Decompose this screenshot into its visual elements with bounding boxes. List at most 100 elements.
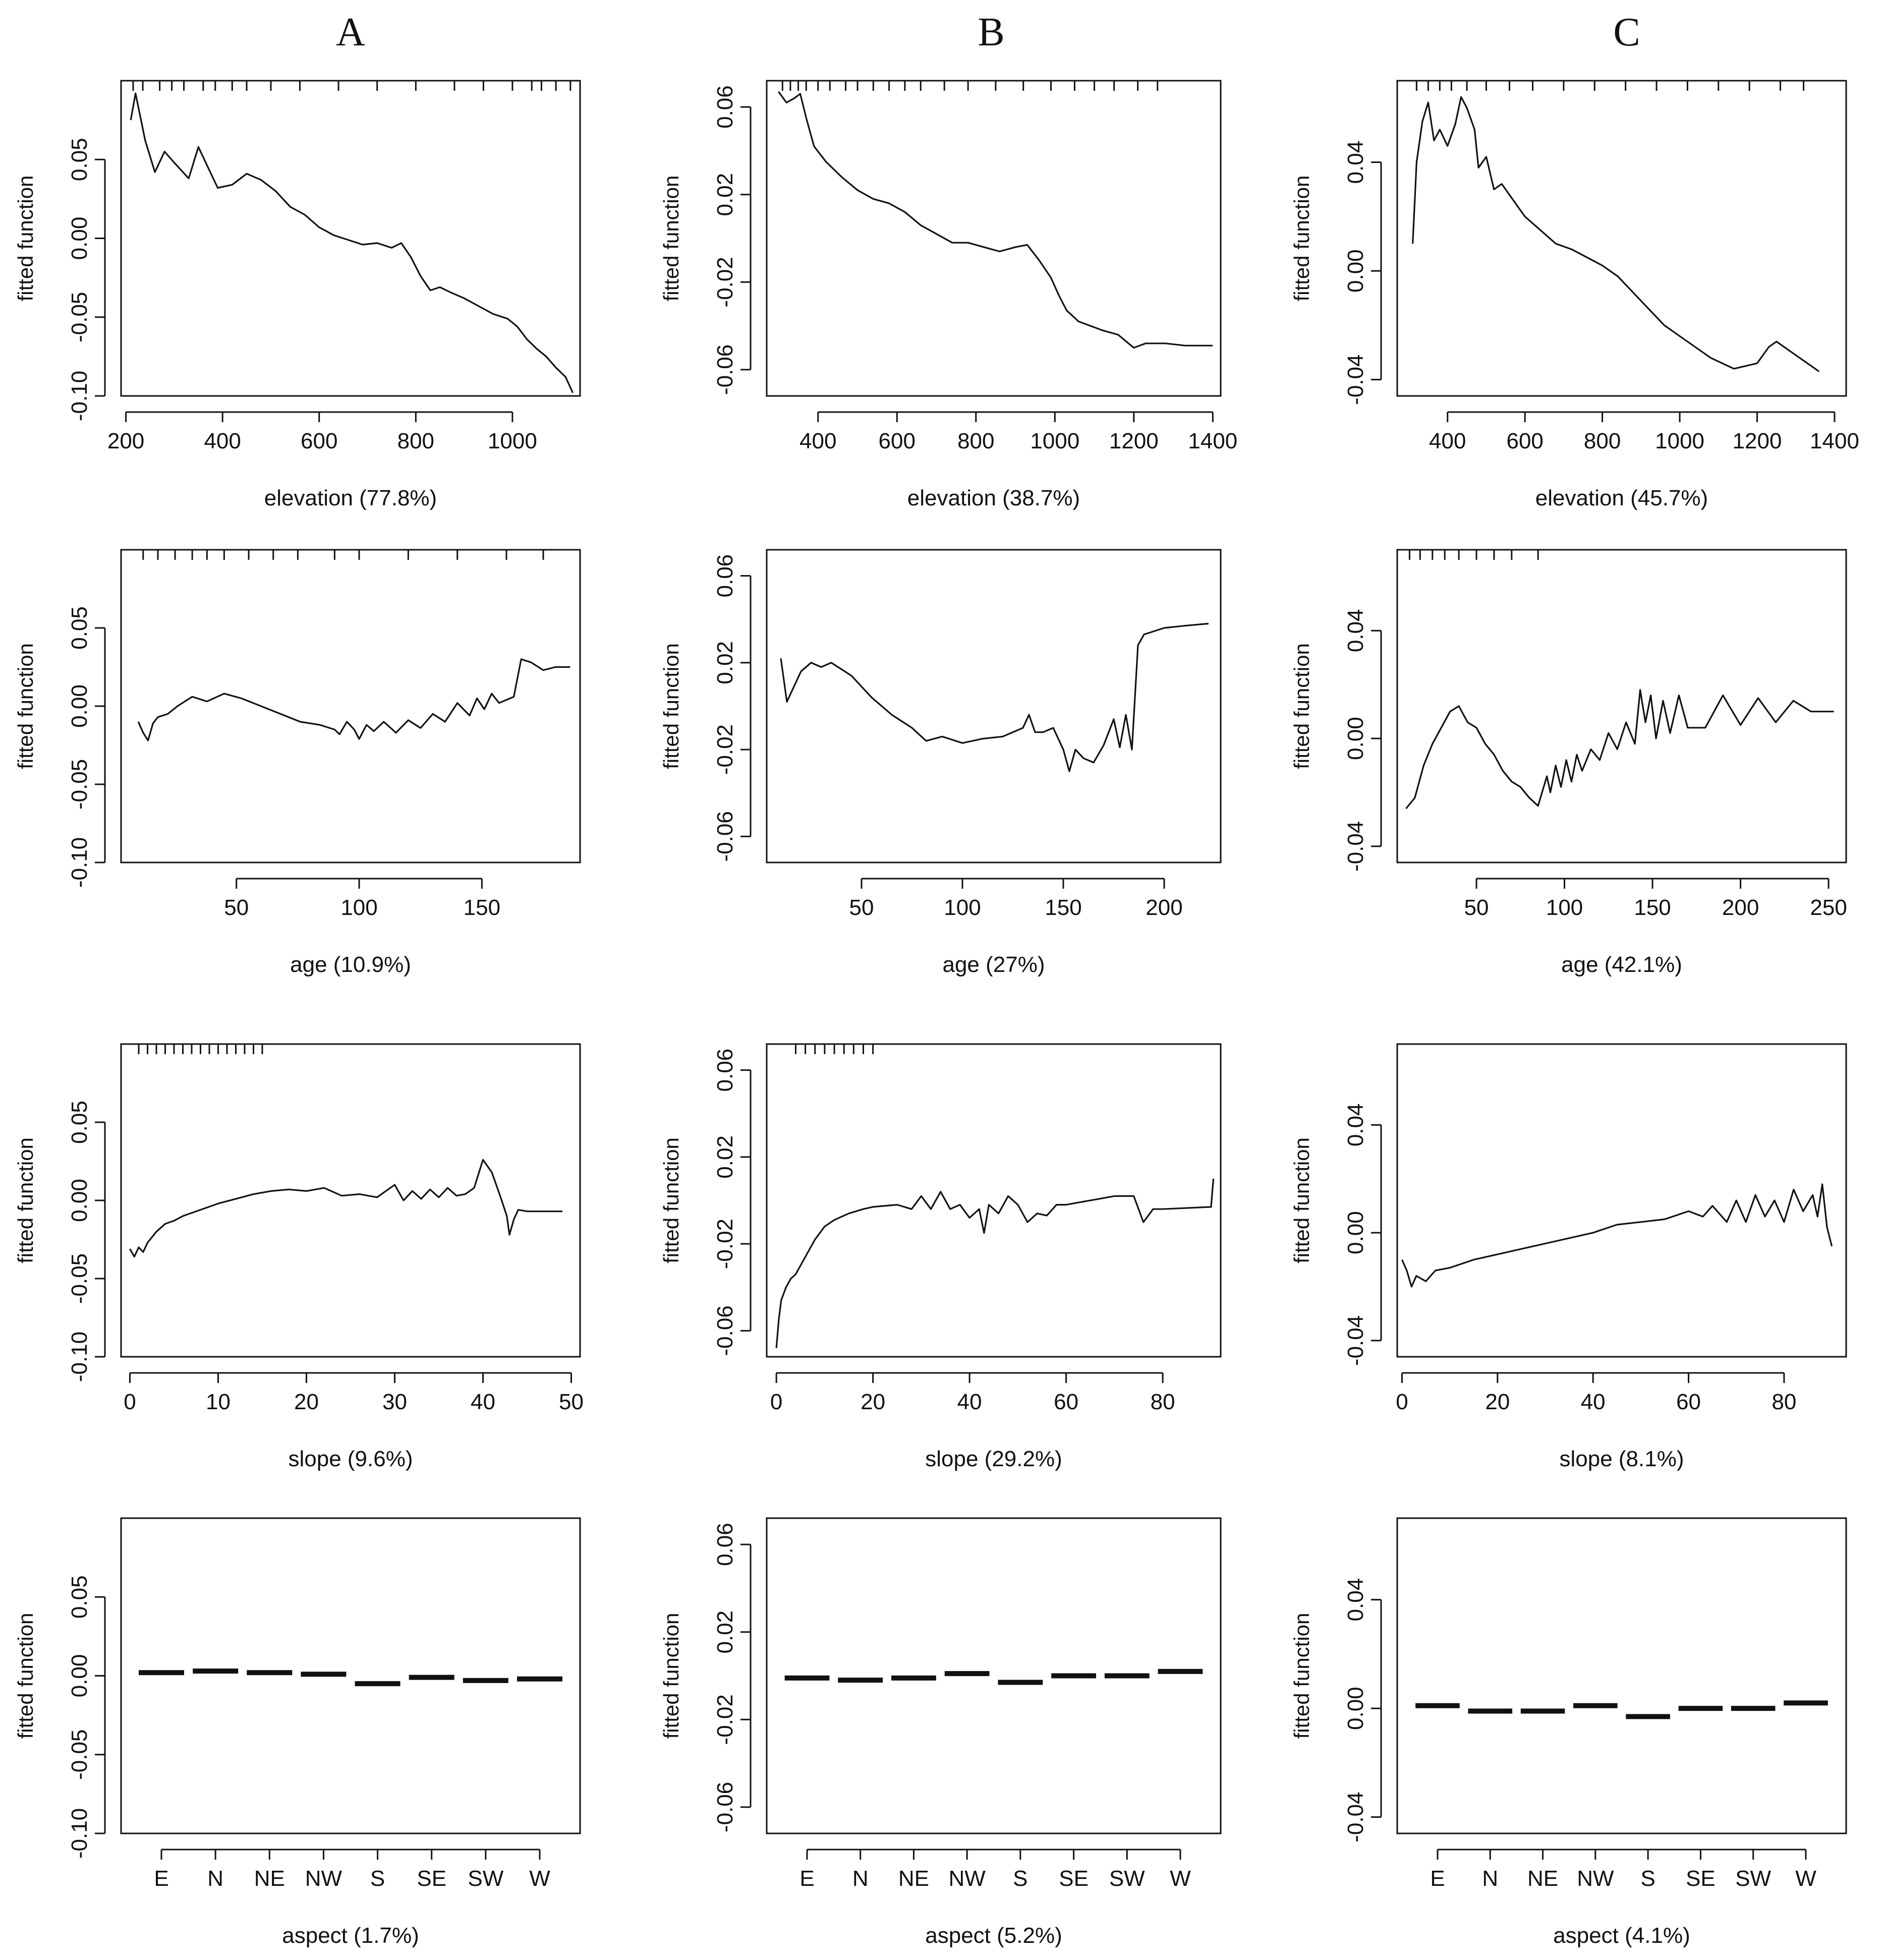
y-tick-label: -0.04 xyxy=(1343,1792,1368,1842)
x-tick-label-e: E xyxy=(1430,1866,1445,1891)
panel-a-age: -0.10 -0.05 0.00 0.05 fitted function 50 100 15… xyxy=(14,549,581,977)
x-tick-label: 100 xyxy=(944,895,981,920)
y-axis-label: fitted function xyxy=(14,643,37,769)
y-tick-label: -0.10 xyxy=(67,1332,92,1382)
y-tick-label: 0.00 xyxy=(1343,1211,1368,1254)
panel-b-elevation: -0.06 -0.02 0.02 0.06 fitted function 400 600 8… xyxy=(659,80,1237,510)
x-tick-label-s: S xyxy=(1013,1866,1027,1891)
x-tick-label-w: W xyxy=(529,1866,550,1891)
x-tick-label: 800 xyxy=(957,429,994,453)
x-tick-label: 600 xyxy=(879,429,916,453)
panel-c-elevation: -0.04 0.00 0.04 fitted function 400 600 800 100… xyxy=(1290,80,1859,510)
y-tick-label: -0.04 xyxy=(1343,1315,1368,1366)
y-tick-label: 0.06 xyxy=(713,1523,737,1566)
x-tick-label: 0 xyxy=(124,1390,136,1414)
plot-frame xyxy=(766,1043,1222,1358)
y-tick-label: 0.00 xyxy=(67,217,92,260)
x-tick-label: 40 xyxy=(1581,1390,1606,1414)
panel-a-slope: -0.10 -0.05 0.00 0.05 fitted function 0 10 20 30… xyxy=(14,1043,584,1471)
x-tick-label: 400 xyxy=(799,429,836,453)
x-tick-label-sw: SW xyxy=(468,1866,503,1891)
fitted-function-line xyxy=(137,658,570,741)
fitted-function-line xyxy=(129,1159,562,1258)
x-tick-label-n: N xyxy=(852,1866,869,1891)
y-tick-label: -0.02 xyxy=(713,724,737,775)
y-tick-label: 0.06 xyxy=(713,554,737,598)
x-axis-label: age (27%) xyxy=(942,952,1045,977)
y-tick-label: -0.05 xyxy=(67,292,92,342)
y-axis-label: fitted function xyxy=(1290,1613,1313,1739)
x-tick-label: 100 xyxy=(340,895,377,920)
x-tick-label-e: E xyxy=(154,1866,168,1891)
x-tick-label: 1000 xyxy=(488,429,537,453)
x-tick-label: 250 xyxy=(1810,895,1847,920)
fitted-function-line xyxy=(1401,1183,1833,1288)
x-tick-label: 60 xyxy=(1054,1390,1078,1414)
x-tick-label: 1000 xyxy=(1030,429,1079,453)
y-tick-label: 0.04 xyxy=(1343,1104,1368,1147)
column-label-b: B xyxy=(978,10,1004,54)
y-tick-label: -0.04 xyxy=(1343,355,1368,405)
x-tick-label: 1200 xyxy=(1109,429,1159,453)
x-tick-label: 30 xyxy=(382,1390,407,1414)
x-tick-label: 800 xyxy=(1584,429,1621,453)
plot-frame xyxy=(120,80,581,397)
x-tick-label: 200 xyxy=(1146,895,1182,920)
x-tick-label: 800 xyxy=(397,429,434,453)
y-tick-label: -0.06 xyxy=(713,811,737,861)
x-axis-label: aspect (5.2%) xyxy=(925,1923,1062,1948)
x-tick-label: 150 xyxy=(1634,895,1671,920)
x-axis-label: slope (29.2%) xyxy=(925,1447,1062,1471)
x-tick-label: 0 xyxy=(770,1390,782,1414)
fitted-function-line xyxy=(780,622,1209,772)
x-tick-label: 40 xyxy=(471,1390,495,1414)
x-tick-label: 0 xyxy=(1396,1390,1408,1414)
plot-frame xyxy=(766,1517,1222,1834)
y-tick-label: 0.04 xyxy=(1343,609,1368,653)
y-tick-label: -0.02 xyxy=(713,257,737,307)
fitted-function-line xyxy=(1405,689,1834,810)
x-tick-label-se: SE xyxy=(417,1866,446,1891)
x-tick-label-se: SE xyxy=(1059,1866,1089,1891)
x-tick-label: 100 xyxy=(1546,895,1583,920)
x-tick-label-sw: SW xyxy=(1109,1866,1145,1891)
y-axis-label: fitted function xyxy=(1290,1137,1313,1263)
y-tick-label: 0.00 xyxy=(67,684,92,728)
x-tick-label: 60 xyxy=(1676,1390,1701,1414)
plot-frame xyxy=(1396,1043,1847,1358)
y-tick-label: -0.05 xyxy=(67,1253,92,1304)
column-label-a: A xyxy=(336,10,365,54)
x-tick-label-n: N xyxy=(207,1866,223,1891)
y-tick-label: 0.02 xyxy=(713,641,737,684)
panel-b-age: -0.06 -0.02 0.02 0.06 fitted function 50 100 15… xyxy=(659,549,1222,977)
plot-frame xyxy=(120,1517,581,1834)
x-tick-label-ne: NE xyxy=(1527,1866,1558,1891)
y-tick-label: 0.00 xyxy=(67,1654,92,1698)
panel-a-elevation: -0.10 -0.05 0.00 0.05 fitted function 200 400 6… xyxy=(14,80,581,510)
x-tick-label: 20 xyxy=(861,1390,885,1414)
x-tick-label: 600 xyxy=(1506,429,1543,453)
x-tick-label: 80 xyxy=(1771,1390,1796,1414)
panel-c-age: -0.04 0.00 0.04 fitted function 50 100 150 200 2… xyxy=(1290,549,1847,977)
x-tick-label-nw: NW xyxy=(948,1866,986,1891)
x-tick-label: 150 xyxy=(464,895,500,920)
y-tick-label: -0.02 xyxy=(713,1219,737,1269)
fitted-function-line xyxy=(778,91,1213,349)
fitted-function-line xyxy=(1412,96,1820,372)
x-tick-label: 1000 xyxy=(1655,429,1704,453)
y-axis-label: fitted function xyxy=(14,1613,37,1739)
y-tick-label: -0.06 xyxy=(713,1782,737,1832)
x-tick-label: 150 xyxy=(1045,895,1081,920)
x-axis-label: elevation (77.8%) xyxy=(264,486,437,510)
x-tick-label: 20 xyxy=(294,1390,319,1414)
x-tick-label: 1400 xyxy=(1188,429,1237,453)
x-tick-label: 1200 xyxy=(1733,429,1782,453)
x-tick-label: 50 xyxy=(849,895,874,920)
x-tick-label-ne: NE xyxy=(254,1866,285,1891)
x-tick-label: 40 xyxy=(957,1390,982,1414)
x-tick-label-s: S xyxy=(1640,1866,1655,1891)
panel-c-aspect: -0.04 0.00 0.04 fitted function E N NE NW S SE SW W… xyxy=(1290,1517,1847,1948)
x-tick-label: 400 xyxy=(204,429,241,453)
y-tick-label: -0.02 xyxy=(713,1694,737,1745)
